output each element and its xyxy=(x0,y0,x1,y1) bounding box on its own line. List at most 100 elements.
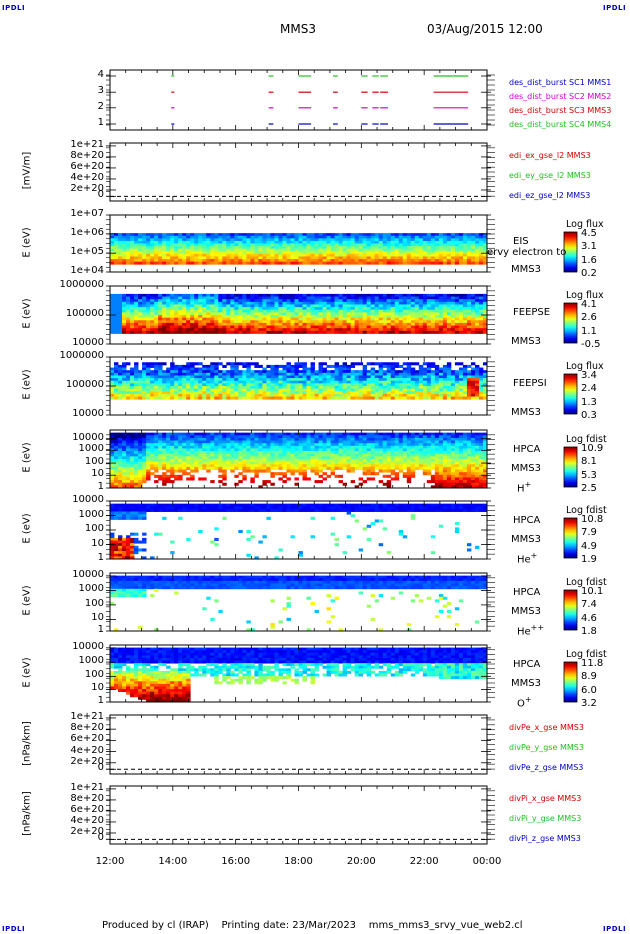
spectrogram-cell xyxy=(202,240,207,244)
spectrogram-cell xyxy=(134,328,139,332)
spectrogram-cell xyxy=(406,256,412,260)
spectrogram-cell xyxy=(278,437,283,441)
spectrogram-cell xyxy=(450,301,456,305)
spectrogram-cell xyxy=(374,391,380,395)
spectrogram-cell xyxy=(174,440,179,444)
spectrogram-cell xyxy=(114,296,119,300)
colorbar-feepsi xyxy=(563,373,578,415)
spectrogram-cell xyxy=(346,443,352,447)
spectrogram-cell xyxy=(378,309,384,313)
spectrogram-cell xyxy=(130,317,135,321)
spectrogram-cell xyxy=(166,367,171,371)
spectrogram-cell xyxy=(322,304,327,308)
spectrogram-cell xyxy=(270,482,275,486)
spectrogram-cell xyxy=(366,320,372,324)
spectrogram-cell xyxy=(482,261,488,265)
spectrogram-cell xyxy=(234,474,239,478)
spectrogram-cell xyxy=(322,317,327,321)
spectrogram-cell xyxy=(166,301,171,305)
spectrogram-cell xyxy=(314,396,319,400)
spectrogram-cell xyxy=(142,296,147,300)
spectrogram-cell xyxy=(334,364,340,368)
spectrogram-cell xyxy=(314,380,319,384)
spectrogram-cell xyxy=(262,246,267,250)
spectrogram-cell xyxy=(270,386,275,390)
spectrogram-cell xyxy=(446,396,452,400)
spectrogram-cell xyxy=(290,233,295,237)
spectrogram-cell xyxy=(422,312,428,316)
spectrogram-cell xyxy=(326,474,331,478)
spectrogram-cell xyxy=(294,251,299,255)
spectrogram-cell xyxy=(118,235,123,239)
spectrogram-cell xyxy=(450,248,456,252)
spectrogram-cell xyxy=(238,243,243,247)
spectrogram-cell xyxy=(158,383,163,387)
spectrogram-cell xyxy=(230,296,235,300)
spectrogram-cell xyxy=(222,330,227,334)
spectrogram-cell xyxy=(114,233,119,237)
spectrogram-cell xyxy=(198,248,203,252)
spectrogram-cell xyxy=(298,370,303,374)
spectrogram-cell xyxy=(114,307,119,311)
spectrogram-cell xyxy=(330,293,335,297)
spectrogram-cell xyxy=(482,396,488,400)
spectrogram-cell xyxy=(266,391,271,395)
spectrogram-cell xyxy=(238,383,243,387)
spectrogram-cell xyxy=(430,246,436,250)
spectrogram-cell xyxy=(126,437,131,441)
spectrogram-cell xyxy=(382,461,388,465)
spectrogram-cell xyxy=(346,317,352,321)
spectrogram-cell xyxy=(298,317,303,321)
spectrogram-cell xyxy=(290,330,295,334)
spectrogram-cell xyxy=(418,375,424,379)
spectrogram-cell xyxy=(218,445,223,449)
spectrogram-cell xyxy=(442,243,448,247)
spectrogram-cell xyxy=(282,367,287,371)
spectrogram-cell xyxy=(462,375,468,379)
spectrogram-cell xyxy=(354,261,360,265)
spectrogram-cell xyxy=(426,238,432,242)
spectrogram-cell xyxy=(310,315,315,319)
spectrogram-cell xyxy=(186,243,191,247)
spectrogram-cell xyxy=(130,256,135,260)
spectrogram-cell xyxy=(286,435,291,439)
spectrogram-cell xyxy=(286,259,291,263)
spectrogram-cell xyxy=(402,362,408,366)
spectrogram-cell xyxy=(418,296,424,300)
spectrogram-cell xyxy=(458,251,464,255)
spectrogram-cell xyxy=(342,435,348,439)
spectrogram-cell xyxy=(358,301,364,305)
spectrogram-cell xyxy=(470,315,476,319)
spectrogram-cell xyxy=(314,451,319,455)
spectrogram-cell xyxy=(266,330,271,334)
spectrogram-cell xyxy=(246,456,251,460)
spectrogram-cell xyxy=(130,435,135,439)
spectrogram-cell xyxy=(378,451,384,455)
spectrogram-cell xyxy=(474,261,480,265)
spectrogram-cell xyxy=(218,453,223,457)
spectrogram-cell xyxy=(258,396,263,400)
spectrogram-cell xyxy=(126,375,131,379)
spectrogram-cell xyxy=(210,301,215,305)
spectrogram-cell xyxy=(418,372,424,376)
spectrogram-cell xyxy=(114,391,119,395)
spectrogram-cell xyxy=(138,380,143,384)
spectrogram-cell xyxy=(434,328,440,332)
spectrogram-cell xyxy=(442,364,448,368)
spectrogram-cell xyxy=(186,393,191,397)
spectrogram-cell xyxy=(162,432,167,436)
spectrogram-cell xyxy=(258,485,263,489)
spectrogram-cell xyxy=(374,301,380,305)
spectrogram-cell xyxy=(278,466,283,470)
spectrogram-cell xyxy=(466,261,472,265)
spectrogram-cell xyxy=(226,233,231,237)
spectrogram-cell xyxy=(334,312,340,316)
spectrogram-cell xyxy=(194,317,199,321)
spectrogram-cell xyxy=(474,296,480,300)
spectrogram-cell xyxy=(174,380,179,384)
spectrogram-cell xyxy=(286,459,291,463)
spectrogram-cell xyxy=(318,243,323,247)
spectrogram-cell xyxy=(278,393,283,397)
spectrogram-cell xyxy=(218,246,223,250)
spectrogram-cell xyxy=(406,378,412,382)
